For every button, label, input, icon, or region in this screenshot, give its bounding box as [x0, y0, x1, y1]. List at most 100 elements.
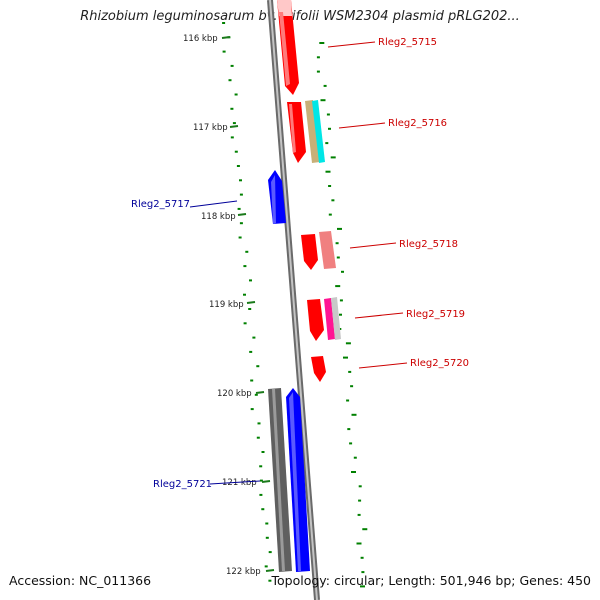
- gc-dot: [361, 571, 365, 574]
- gc-dot: [265, 522, 269, 525]
- tick-label-117: 117 kbp: [193, 123, 228, 133]
- gc-dot: [230, 136, 234, 139]
- gc-dot: [328, 127, 331, 130]
- gc-dot: [325, 142, 329, 145]
- gc-dot: [256, 436, 260, 439]
- gc-dot: [348, 370, 352, 373]
- tick-mark: [246, 301, 256, 304]
- backbone: [267, 0, 320, 600]
- tick-label-118: 118 kbp: [201, 212, 236, 222]
- gc-dot: [350, 385, 354, 388]
- gc-dot: [330, 156, 336, 159]
- gc-dot: [230, 107, 234, 110]
- gc-dot: [261, 508, 265, 511]
- scale-ticks: 116 kbp 117 kbp 118 kbp 119 kbp 120 kbp …: [183, 34, 275, 577]
- gc-dot: [222, 50, 226, 53]
- gc-dot: [328, 185, 332, 187]
- gc-dot: [230, 64, 234, 67]
- gc-dot: [249, 350, 253, 353]
- gc-dot: [353, 456, 357, 459]
- accession-label: Accession: NC_011366: [9, 573, 152, 588]
- gene-label-rleg2-5719: Rleg2_5719: [406, 309, 465, 320]
- gc-dot: [239, 222, 243, 225]
- gc-dot: [222, 22, 226, 24]
- gene-rleg2-5718[interactable]: Rleg2_5718: [301, 231, 458, 270]
- gene-rleg2-5715[interactable]: Rleg2_5715: [277, 0, 437, 95]
- gc-dot: [335, 242, 339, 245]
- gc-dot: [228, 79, 232, 82]
- tick-mark: [229, 125, 239, 128]
- gene-label-rleg2-5720: Rleg2_5720: [410, 358, 469, 369]
- gc-dot: [358, 485, 362, 488]
- gc-dot: [357, 513, 361, 516]
- tick-label-116: 116 kbp: [183, 34, 218, 44]
- gc-dot: [238, 236, 242, 239]
- gc-dot: [234, 150, 238, 153]
- gc-dot: [232, 122, 236, 125]
- gc-dot: [346, 399, 350, 402]
- gc-dot: [339, 299, 343, 302]
- gc-dot: [351, 471, 356, 473]
- gc-dot: [336, 256, 340, 259]
- gene-rleg2-5720[interactable]: Rleg2_5720: [311, 356, 469, 382]
- gene-label-rleg2-5716: Rleg2_5716: [388, 118, 447, 129]
- gc-dot: [341, 270, 344, 273]
- gc-dot: [343, 356, 348, 359]
- tick-mark: [221, 36, 231, 39]
- gc-dot: [320, 99, 326, 102]
- gc-dot: [248, 308, 252, 310]
- gc-dot: [349, 442, 353, 445]
- map-title: Rhizobium leguminosarum bv. trifolii WSM…: [80, 9, 520, 24]
- tick-label-120: 120 kbp: [217, 389, 252, 399]
- tick-label-119: 119 kbp: [209, 300, 244, 310]
- gc-dot: [335, 285, 341, 288]
- gc-dot: [256, 365, 260, 368]
- gc-dot: [234, 93, 238, 96]
- gc-dot: [265, 536, 269, 539]
- tick-label-122: 122 kbp: [226, 567, 261, 577]
- gc-dot: [243, 293, 246, 296]
- tick-mark: [261, 480, 271, 483]
- gc-dot: [339, 313, 342, 316]
- gc-dot: [316, 56, 320, 59]
- topology-label: Topology: circular; Length: 501,946 bp; …: [271, 573, 592, 588]
- gc-dot: [250, 379, 254, 382]
- gene-label-rleg2-5715: Rleg2_5715: [378, 37, 437, 48]
- tick-label-121: 121 kbp: [222, 478, 257, 488]
- gc-dot: [250, 408, 254, 411]
- gc-dot: [254, 393, 258, 396]
- gene-rleg2-5719[interactable]: Rleg2_5719: [307, 297, 465, 341]
- tick-mark: [265, 569, 275, 572]
- tick-mark: [237, 213, 247, 216]
- tick-mark: [255, 391, 265, 394]
- gc-dot: [347, 428, 351, 431]
- gc-dot: [331, 199, 335, 202]
- gc-dot: [239, 179, 242, 182]
- gc-dot: [268, 579, 272, 582]
- gc-dot: [345, 342, 351, 345]
- gc-dot: [316, 70, 320, 73]
- gene-label-rleg2-5718: Rleg2_5718: [399, 239, 458, 250]
- gc-dot: [362, 528, 368, 531]
- gene-rleg2-5721[interactable]: Rleg2_5721: [153, 388, 310, 572]
- gc-dot: [351, 413, 357, 416]
- gene-rleg2-5716[interactable]: Rleg2_5716: [287, 100, 447, 163]
- gc-dot: [239, 193, 243, 196]
- gc-dot: [268, 551, 272, 554]
- gc-dot: [323, 84, 327, 87]
- gc-dot: [237, 207, 241, 210]
- gc-dot: [264, 565, 268, 568]
- gc-dot: [249, 279, 252, 282]
- gc-dot: [261, 451, 265, 453]
- gc-dot: [252, 336, 256, 339]
- gc-dot: [328, 213, 332, 216]
- gene-rleg2-5717[interactable]: Rleg2_5717: [131, 170, 286, 224]
- gene-label-rleg2-5721: Rleg2_5721: [153, 479, 212, 490]
- gc-dot: [259, 465, 263, 468]
- gc-dot: [259, 479, 263, 482]
- gc-dot: [360, 585, 365, 588]
- gc-dot: [259, 493, 263, 496]
- gc-dot: [243, 265, 247, 268]
